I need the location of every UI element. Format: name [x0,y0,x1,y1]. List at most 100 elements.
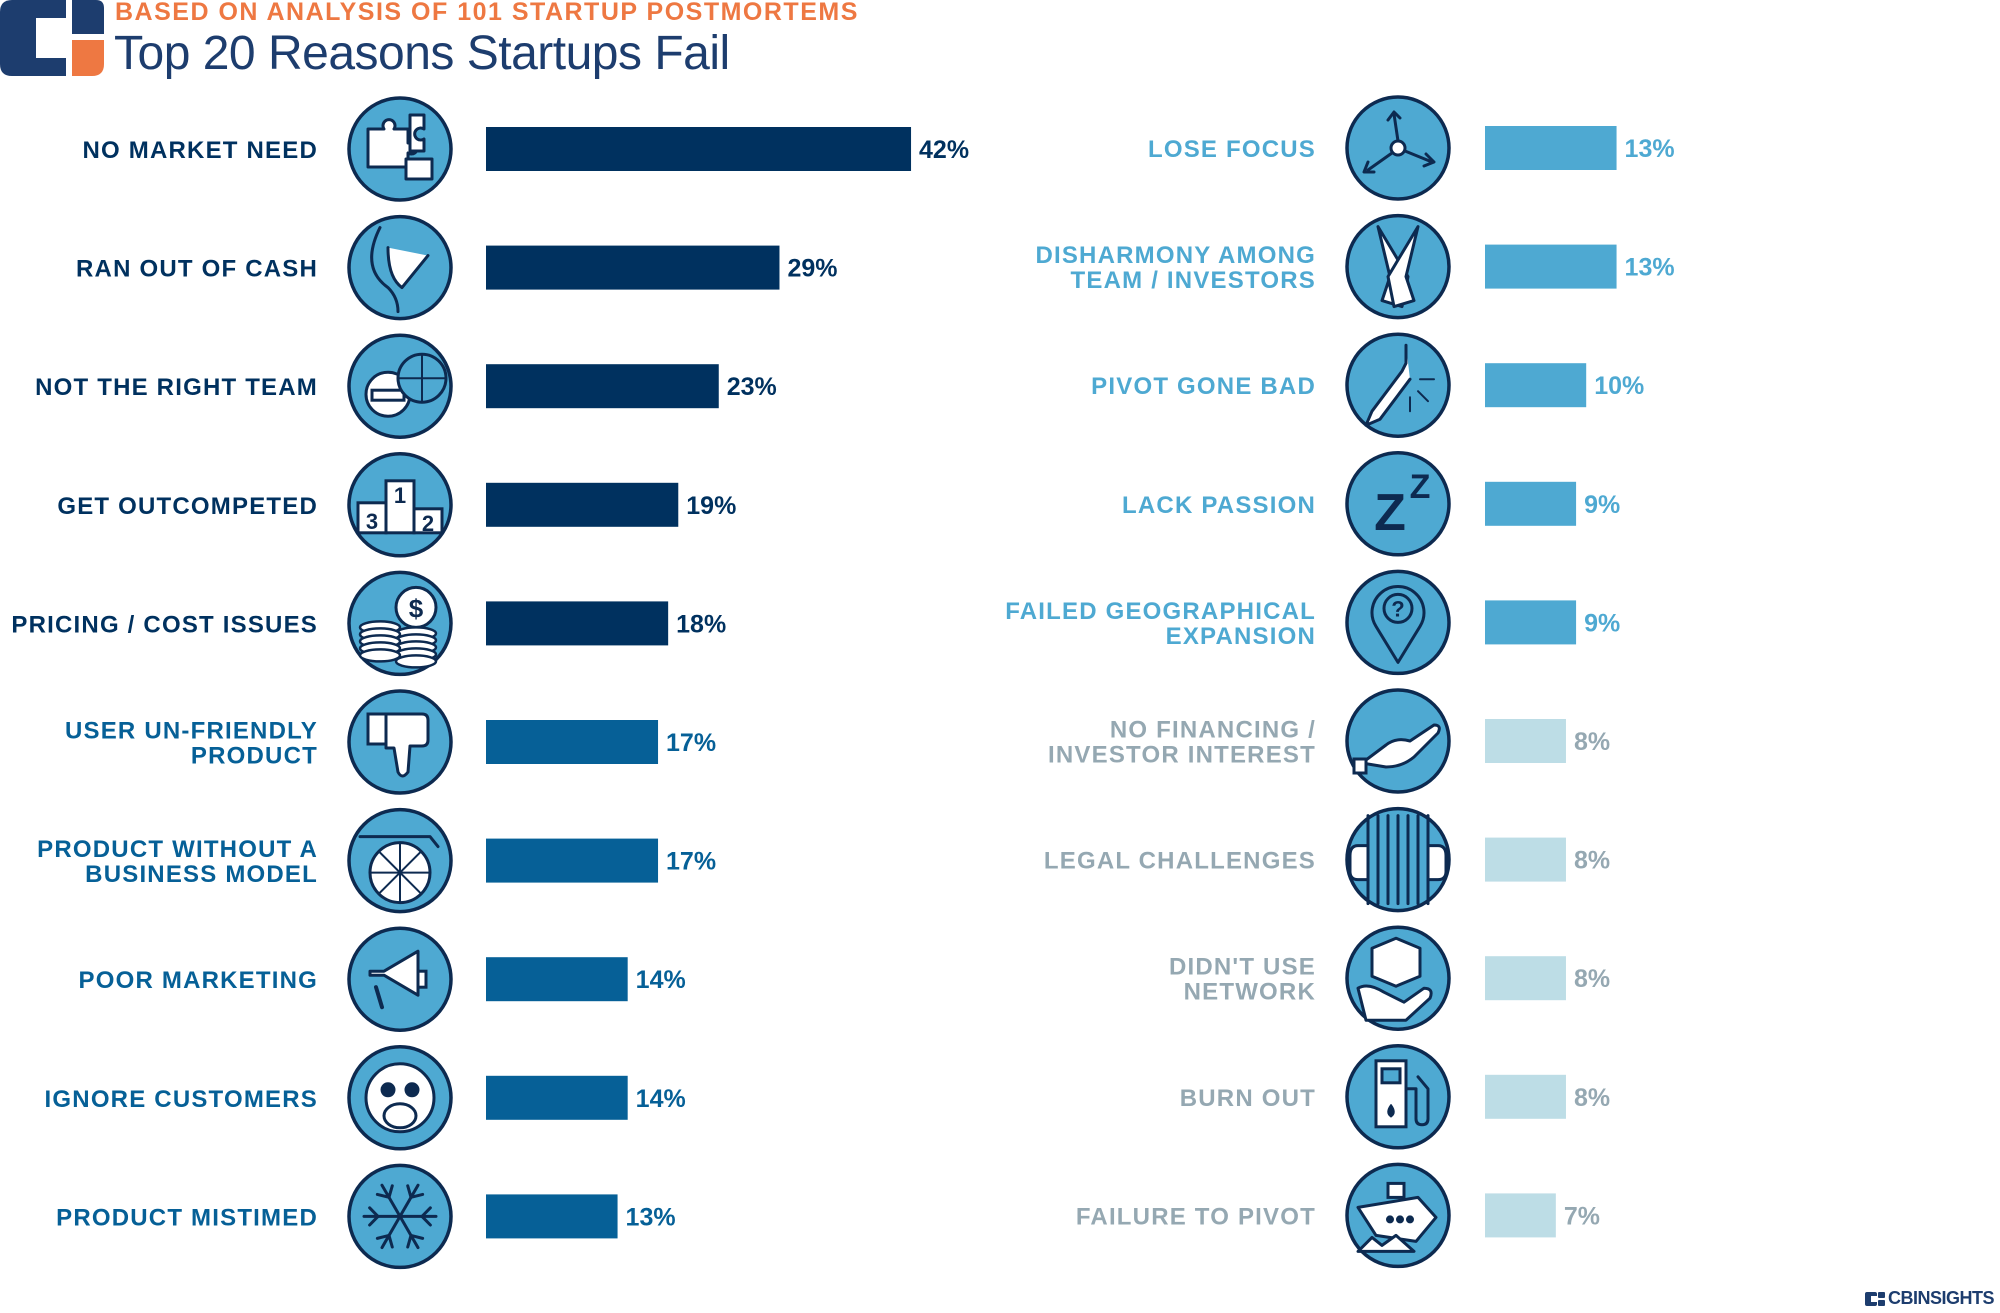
puzzle-icon [347,96,453,202]
svg-text:$: $ [409,593,424,623]
bar-label: PIVOT GONE BAD [1091,373,1316,400]
megaphone-icon [347,926,453,1032]
bar-value-label: 13% [1625,135,1675,163]
bar-value-label: 8% [1574,847,1610,875]
chart-row: NO FINANCING /INVESTOR INTEREST 8% [1048,688,1610,794]
jail-bars-icon [1345,806,1451,913]
bar-value-label: 42% [919,136,969,164]
map-pin-question-icon: ? [1345,569,1451,676]
bar-label: NETWORK [1184,979,1316,1006]
bar [486,245,780,290]
bar-value-label: 10% [1594,372,1644,400]
podium-icon: 13 2 [347,452,453,558]
chart-title: Top 20 Reasons Startups Fail [114,27,730,80]
bar [1485,956,1566,1001]
bar-value-label: 7% [1564,1202,1600,1230]
chart-row: LOSE FOCUS 13% [1148,95,1675,201]
ship-iceberg-icon [1345,1162,1451,1269]
bar-label: INVESTOR INTEREST [1048,742,1316,769]
bar-label: NO MARKET NEED [83,137,318,164]
bar-label: IGNORE CUSTOMERS [45,1086,318,1113]
bar-value-label: 13% [1625,254,1675,282]
broken-pencil-icon [1345,332,1451,438]
bar-value-label: 9% [1584,491,1620,519]
chart-row: NO MARKET NEED 42% [83,96,969,202]
svg-text:1: 1 [394,483,406,508]
chart-subtitle: BASED ON ANALYSIS OF 101 STARTUP POSTMOR… [115,0,859,26]
chart-row: POOR MARKETING 14% [79,926,686,1032]
chart-row: RAN OUT OF CASH 29% [76,214,838,321]
bar [486,957,628,1002]
team-member-icon [347,333,453,439]
monkey-icon [347,1045,453,1151]
thumbs-down-icon [347,689,453,795]
bar-label: TEAM / INVESTORS [1071,267,1316,294]
bar-label: EXPANSION [1166,623,1316,650]
fuel-pump-icon [1345,1044,1451,1150]
bar-label: POOR MARKETING [79,967,318,994]
chart-row: PIVOT GONE BAD 10% [1091,332,1644,438]
bar [1485,1074,1566,1119]
coins-icon: $ [347,570,453,677]
diverging-arrows-icon [1345,95,1451,201]
bar-label: DIDN'T USE [1169,954,1316,981]
bar [486,601,669,646]
bar [486,1075,628,1120]
chart-row: PRODUCT MISTIMED 13% [56,1163,676,1270]
bar-value-label: 13% [626,1203,676,1231]
chart-row: GET OUTCOMPETED 13 2 19% [57,452,736,558]
bar-label: NOT THE RIGHT TEAM [35,374,318,401]
open-hand-icon [1345,688,1451,794]
bar-label: FAILED GEOGRAPHICAL [1005,598,1316,625]
bar-label: LOSE FOCUS [1148,136,1316,163]
bar [1485,363,1587,408]
bar-label: NO FINANCING / [1110,717,1316,744]
bar-label: PRICING / COST ISSUES [11,611,318,638]
bar-value-label: 8% [1574,965,1610,993]
bar-label: PRODUCT MISTIMED [56,1204,318,1231]
bar-value-label: 23% [727,373,777,401]
box-in-hands-icon [1345,925,1451,1031]
bar [486,482,679,527]
bar-label: PRODUCT [191,743,318,770]
bar-label: BUSINESS MODEL [85,861,318,888]
bar-value-label: 8% [1574,1084,1610,1112]
cb-insights-logo-icon [0,0,104,76]
bar-value-label: 9% [1584,609,1620,637]
chart-row: FAILURE TO PIVOT 7% [1076,1162,1600,1269]
bar [486,127,912,171]
bar [1485,481,1577,526]
svg-text:3: 3 [366,509,378,534]
bar-label: BURN OUT [1180,1085,1316,1112]
bar-value-label: 14% [636,1085,686,1113]
chart-row: NOT THE RIGHT TEAM 23% [35,333,777,439]
bar [1485,719,1566,763]
bar [486,1194,618,1239]
bar-label: LACK PASSION [1122,492,1316,519]
bar-label: PRODUCT WITHOUT A [37,836,318,863]
svg-text:Z: Z [1410,468,1431,506]
bar-label: USER UN-FRIENDLY [65,718,318,745]
snowflake-icon [347,1163,453,1270]
bar-value-label: 17% [666,848,716,876]
cb-insights-small-logo-icon [1864,1291,1885,1306]
svg-text:2: 2 [422,511,434,536]
bar [1485,1193,1556,1238]
bar-value-label: 17% [666,729,716,757]
chart-row: LEGAL CHALLENGES 8% [1044,806,1610,913]
oars-icon [1345,213,1451,320]
bar [486,720,659,764]
chart-row: LACK PASSION Z Z 9% [1122,451,1620,557]
bar-value-label: 14% [636,966,686,994]
bar [1485,600,1577,645]
bar-label: LEGAL CHALLENGES [1044,848,1316,875]
bar-value-label: 29% [787,255,837,283]
svg-text:?: ? [1391,596,1404,621]
bar-value-label: 19% [686,492,736,520]
